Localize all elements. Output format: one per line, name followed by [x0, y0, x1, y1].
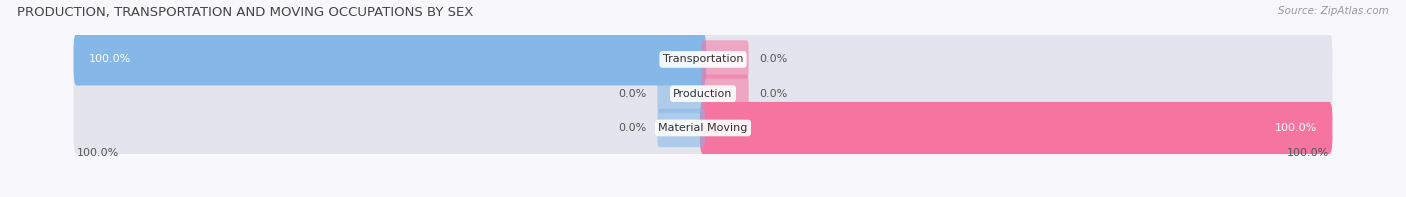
FancyBboxPatch shape — [657, 109, 704, 147]
Text: 0.0%: 0.0% — [619, 123, 647, 133]
Text: Material Moving: Material Moving — [658, 123, 748, 133]
Text: PRODUCTION, TRANSPORTATION AND MOVING OCCUPATIONS BY SEX: PRODUCTION, TRANSPORTATION AND MOVING OC… — [17, 6, 474, 19]
FancyBboxPatch shape — [73, 102, 1333, 154]
Text: 0.0%: 0.0% — [619, 89, 647, 99]
Text: 0.0%: 0.0% — [759, 54, 787, 64]
FancyBboxPatch shape — [657, 74, 704, 113]
FancyBboxPatch shape — [702, 74, 749, 113]
FancyBboxPatch shape — [700, 102, 1333, 154]
Text: 100.0%: 100.0% — [77, 148, 120, 158]
Text: 0.0%: 0.0% — [759, 89, 787, 99]
Text: 100.0%: 100.0% — [1286, 148, 1329, 158]
Text: Production: Production — [673, 89, 733, 99]
FancyBboxPatch shape — [702, 40, 749, 79]
Text: Source: ZipAtlas.com: Source: ZipAtlas.com — [1278, 6, 1389, 16]
FancyBboxPatch shape — [73, 33, 1333, 85]
FancyBboxPatch shape — [73, 68, 1333, 120]
FancyBboxPatch shape — [73, 33, 706, 85]
Text: 100.0%: 100.0% — [89, 54, 132, 64]
Text: Transportation: Transportation — [662, 54, 744, 64]
Text: 100.0%: 100.0% — [1274, 123, 1317, 133]
